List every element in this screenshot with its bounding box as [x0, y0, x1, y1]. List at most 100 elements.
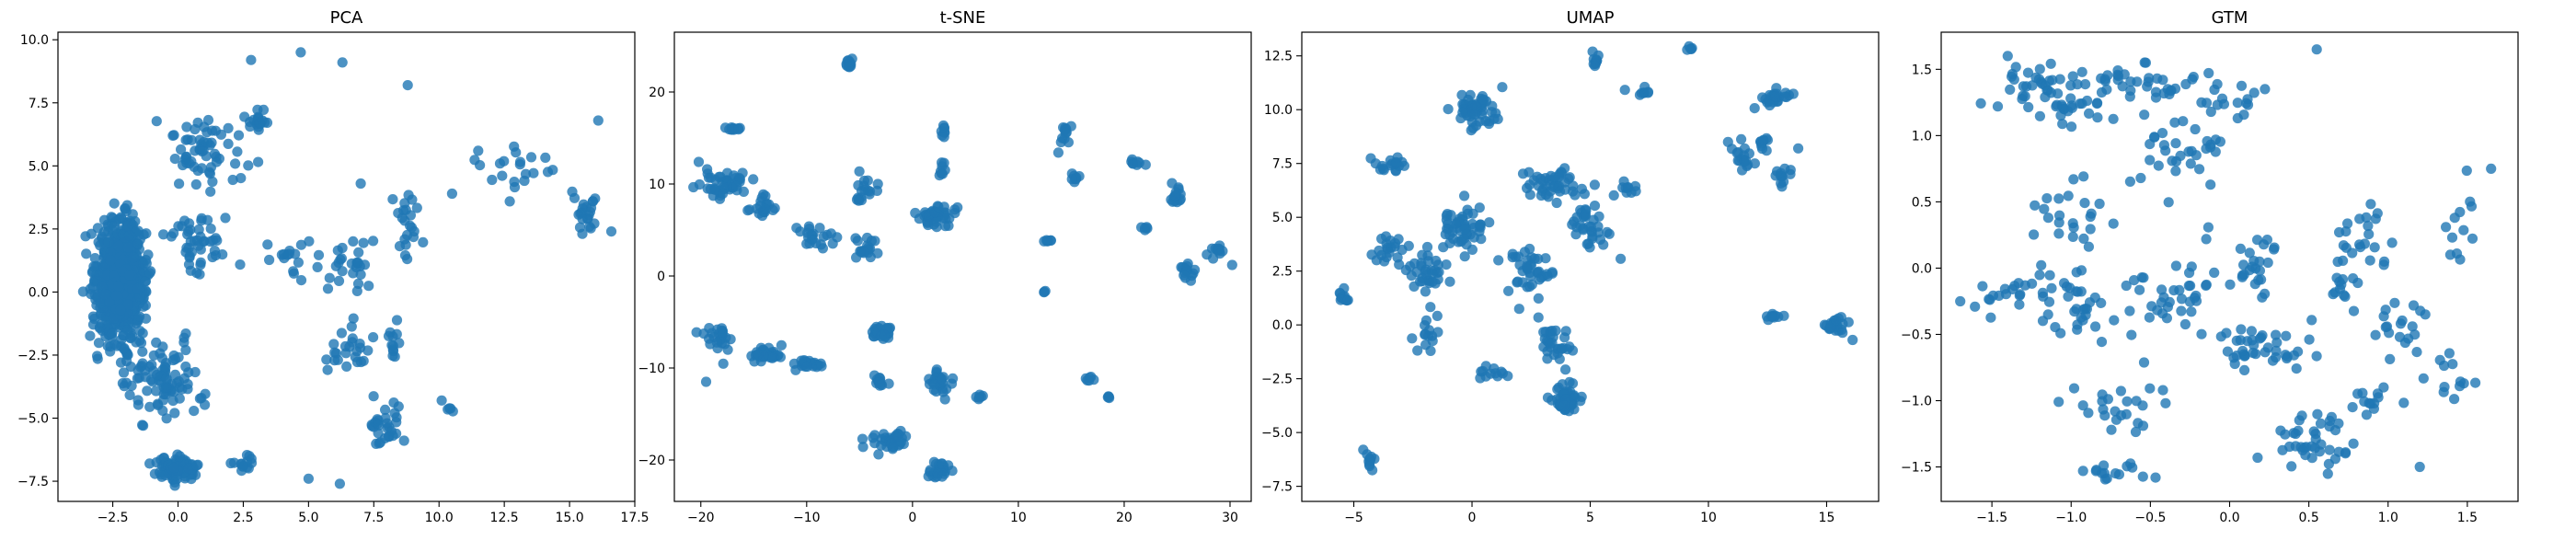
y-tick-label: 2.5 [1272, 265, 1293, 280]
y-tick-label: −20 [638, 454, 665, 468]
data-point [348, 313, 359, 324]
data-point [2157, 385, 2168, 396]
data-point [148, 350, 159, 361]
x-tick-label: 15 [1819, 511, 1835, 525]
data-point [1589, 201, 1601, 212]
data-point [2194, 164, 2205, 175]
data-point [1569, 216, 1580, 227]
data-point [115, 357, 127, 368]
x-tick-label: 30 [1222, 511, 1238, 525]
scatter-points [77, 47, 617, 491]
data-point [1602, 226, 1613, 237]
data-point [2086, 208, 2097, 219]
data-point [1737, 165, 1748, 176]
data-point [132, 283, 144, 294]
data-point [186, 474, 197, 485]
data-point [1206, 243, 1218, 254]
data-point [358, 237, 369, 248]
data-point [1384, 247, 1395, 259]
data-point [205, 186, 216, 197]
data-point [2041, 193, 2053, 204]
data-point [2125, 76, 2136, 87]
data-point [2042, 213, 2053, 224]
data-point [520, 168, 532, 179]
data-point [93, 338, 105, 349]
data-point [1469, 109, 1480, 120]
data-point [2386, 237, 2398, 248]
data-point [1365, 153, 1376, 164]
data-point [2083, 241, 2094, 252]
data-point [922, 217, 933, 228]
data-point [816, 361, 827, 372]
data-point [2053, 397, 2064, 408]
data-point [731, 180, 742, 191]
data-point [2007, 283, 2018, 294]
data-point [88, 261, 99, 272]
data-point [353, 247, 364, 258]
data-point [2183, 146, 2194, 157]
data-point [2370, 329, 2381, 340]
data-point [2090, 321, 2101, 332]
data-point [2065, 80, 2076, 91]
data-point [198, 136, 210, 147]
data-point [363, 281, 374, 292]
data-point [1589, 179, 1600, 190]
data-point [217, 249, 228, 260]
data-point [290, 248, 301, 259]
data-point [2348, 273, 2359, 284]
data-point [1519, 247, 1530, 258]
data-point [254, 118, 265, 129]
data-point [391, 315, 403, 326]
data-point [2137, 471, 2148, 482]
y-tick-label: 2.5 [29, 223, 49, 237]
data-point [2280, 350, 2291, 361]
data-point [321, 354, 332, 365]
data-point [253, 156, 264, 167]
data-point [1484, 116, 1495, 127]
data-point [113, 240, 124, 251]
data-point [368, 391, 379, 402]
data-point [119, 381, 130, 392]
data-point [722, 344, 733, 355]
data-point [1579, 189, 1590, 200]
data-point [1736, 133, 1747, 144]
data-point [2149, 132, 2160, 143]
data-point [2397, 315, 2408, 327]
data-point [2373, 392, 2384, 403]
data-point [2467, 233, 2478, 244]
data-point [1554, 186, 1566, 197]
data-point [590, 193, 601, 204]
data-point [2054, 210, 2065, 221]
data-point [2201, 98, 2213, 109]
data-point [2411, 347, 2422, 358]
data-point [2057, 119, 2068, 130]
data-point [167, 354, 178, 366]
data-point [2186, 306, 2197, 317]
data-point [418, 236, 429, 247]
data-point [223, 122, 234, 133]
data-point [202, 114, 214, 126]
data-point [858, 247, 869, 259]
data-point [2281, 330, 2292, 341]
data-point [2108, 113, 2119, 124]
data-point [2242, 336, 2253, 347]
data-point [1587, 46, 1598, 57]
data-point [282, 249, 293, 260]
data-point [2021, 81, 2032, 92]
data-point [1524, 190, 1535, 201]
data-point [1548, 350, 1559, 361]
data-point [1507, 248, 1518, 259]
data-point [2461, 165, 2472, 177]
data-point [2066, 102, 2077, 113]
data-point [1977, 281, 1988, 292]
data-point [159, 362, 170, 373]
data-point [2068, 222, 2079, 233]
data-point [1485, 368, 1496, 379]
data-point [236, 173, 247, 184]
data-point [303, 473, 314, 484]
data-point [2092, 112, 2103, 123]
data-point [733, 124, 744, 135]
data-point [2180, 78, 2191, 90]
data-point [2079, 198, 2090, 209]
